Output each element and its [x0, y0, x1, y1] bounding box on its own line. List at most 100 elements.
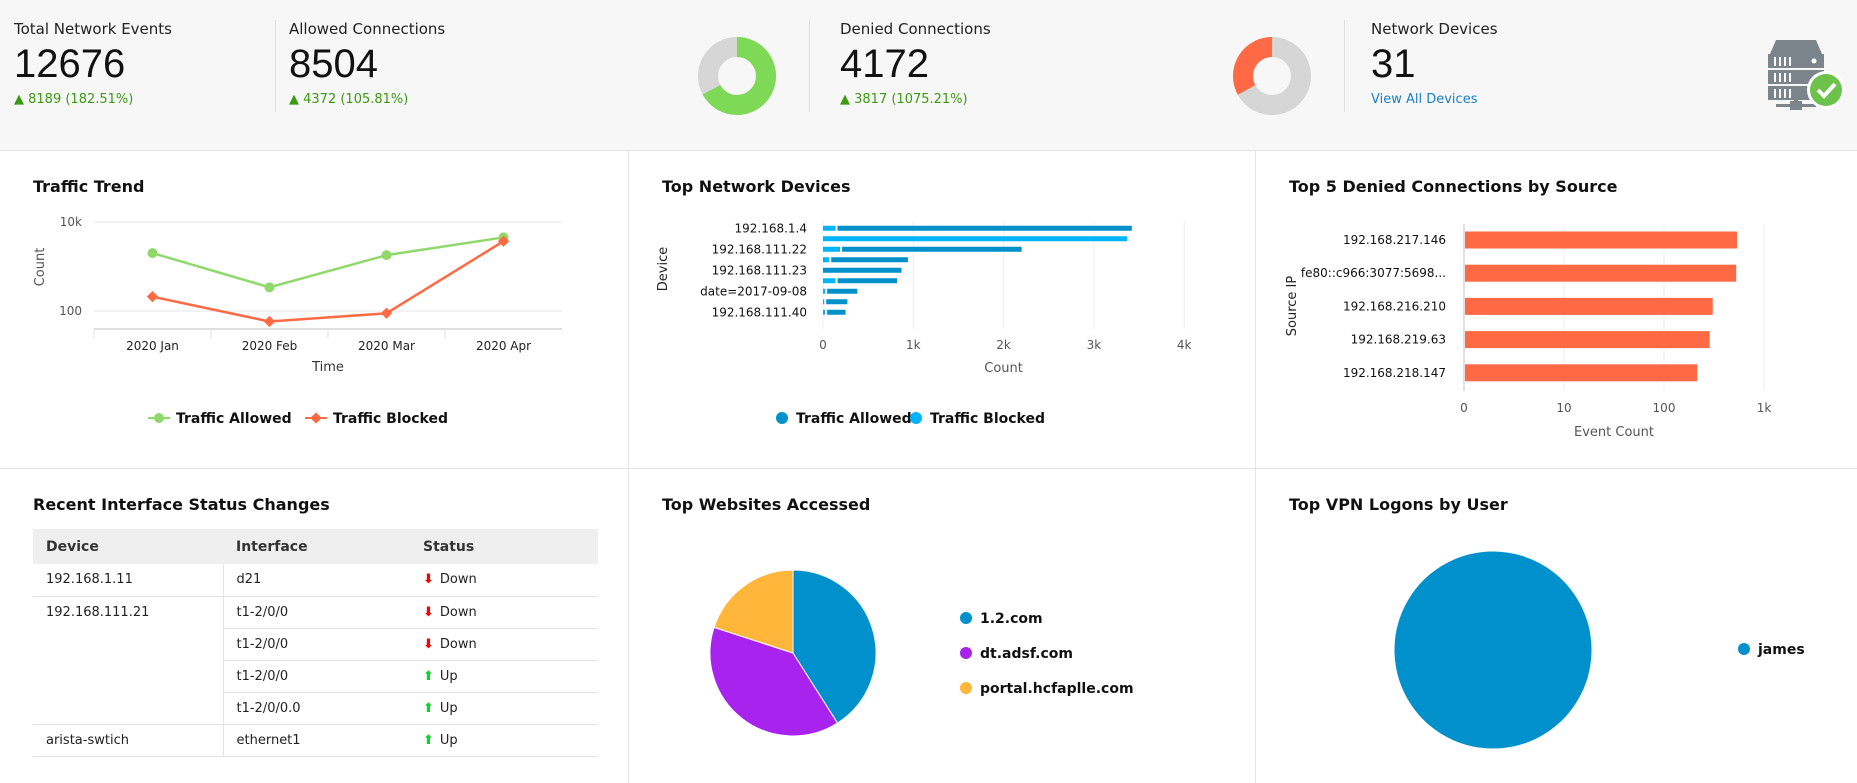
pie-slice [1393, 550, 1593, 750]
top-denied-chart: 0 10 100 1k Event Count Source IP 192.168.217.… [1285, 224, 1772, 440]
column-header-device: Device [33, 529, 223, 564]
card-value: 8504 [289, 42, 378, 86]
data-point [147, 248, 158, 259]
panel-title: Top Network Devices [662, 177, 851, 196]
y-tick-label: 100 [59, 304, 82, 318]
status-cell: ⬆ Up [410, 692, 598, 725]
interface-cell: t1-2/0/0.0 [222, 692, 410, 725]
top-websites-chart: 1.2.com dt.adsf.com portal.hcfaplle.com [709, 569, 1134, 737]
card-title: Denied Connections [840, 20, 991, 38]
x-tick-label: 2020 Feb [242, 339, 298, 353]
x-axis-title: Time [311, 360, 344, 375]
bar-allowed [831, 257, 908, 263]
bar-blocked [823, 309, 826, 315]
view-all-devices-link[interactable]: View All Devices [1371, 92, 1478, 107]
legend-marker-icon [960, 647, 972, 659]
x-tick-label: 100 [1653, 401, 1676, 415]
bar [1465, 264, 1737, 282]
bar [1465, 364, 1698, 382]
x-tick-label: 0 [819, 338, 827, 352]
column-header-status: Status [410, 529, 598, 564]
bar-blocked [823, 278, 836, 284]
y-tick-label: 10k [60, 215, 82, 229]
arrow-up-icon: ⬆ [423, 668, 434, 684]
top-denied-panel: 0 10 100 1k Event Count Source IP 192.168.217.… [1256, 151, 1857, 469]
legend-label: Traffic Blocked [930, 411, 1045, 427]
card-value: 31 [1371, 42, 1416, 86]
pie-slice [713, 569, 794, 654]
bar-blocked [823, 246, 841, 252]
interface-cell: t1-2/0/0 [222, 596, 410, 629]
legend-label: Traffic Allowed [176, 411, 292, 427]
traffic-trend-panel: 100 10k 2020 Jan 2020 Feb 2020 Mar 2020 Apr Ti… [0, 151, 629, 469]
top-network-devices-chart: 0 1k 2k 3k 4k Count Device 192.168.1.4 192.168.1… [656, 221, 1192, 427]
y-tick-label: 192.168.219.63 [1351, 333, 1446, 347]
arrow-up-icon: ⬆ [423, 732, 434, 748]
table-row: arista-swtich ethernet1 ⬆ Up [33, 724, 598, 757]
bar-allowed [837, 278, 898, 284]
data-point [146, 291, 159, 303]
card-title: Total Network Events [14, 20, 172, 38]
allowed-donut-chart [698, 37, 776, 115]
legend-label: 1.2.com [980, 611, 1043, 627]
device-cell: arista-swtich [33, 724, 223, 757]
status-text: Up [439, 668, 458, 684]
y-axis-title: Count [33, 248, 48, 287]
card-delta: ▲ 3817 (1075.21%) [840, 92, 968, 107]
divider [809, 20, 810, 112]
x-tick-label: 2k [996, 338, 1011, 352]
device-cell [33, 692, 223, 725]
top-websites-panel: 1.2.com dt.adsf.com portal.hcfaplle.com To… [629, 469, 1256, 783]
table-row: t1-2/0/0.0 ⬆ Up [33, 692, 598, 725]
y-tick-label: fe80::c966:3077:5698... [1301, 266, 1446, 280]
bar-allowed [827, 309, 846, 315]
interface-status-table: Device Interface Status 192.168.1.11 d21… [33, 529, 598, 757]
legend-marker-icon [960, 612, 972, 624]
table-row: t1-2/0/0 ⬆ Up [33, 660, 598, 693]
top-vpn-panel: james Top VPN Logons by User [1256, 469, 1857, 783]
bar-allowed [823, 267, 902, 273]
y-tick-label: 192.168.111.22 [712, 242, 807, 256]
card-title: Allowed Connections [289, 20, 446, 38]
status-text: Up [439, 700, 458, 716]
y-axis-title: Source IP [1285, 276, 1300, 337]
denied-donut-chart [1233, 37, 1312, 115]
table-row: 192.168.1.11 d21 ⬇ Down [33, 564, 598, 597]
status-text: Down [439, 572, 477, 588]
y-tick-label: 192.168.217.146 [1343, 233, 1446, 247]
y-tick-label: 192.168.1.4 [734, 221, 807, 235]
interface-cell: d21 [222, 564, 410, 597]
data-point [264, 282, 275, 293]
card-value: 12676 [14, 42, 126, 86]
x-tick-label: 1k [1757, 401, 1772, 415]
device-cell: 192.168.1.11 [33, 564, 223, 597]
y-tick-label: 192.168.218.147 [1343, 366, 1446, 380]
legend-marker-icon [960, 682, 972, 694]
interface-cell: t1-2/0/0 [222, 628, 410, 661]
device-cell [33, 628, 223, 660]
arrow-down-icon: ⬇ [423, 572, 434, 588]
interface-cell: ethernet1 [222, 724, 410, 757]
card-value: 4172 [840, 42, 929, 86]
legend-marker-icon [310, 412, 322, 424]
legend-marker-icon [154, 413, 164, 423]
interface-changes-panel: Recent Interface Status Changes Device I… [0, 469, 629, 783]
arrow-down-icon: ⬇ [423, 604, 434, 620]
server-check-icon [1768, 40, 1845, 110]
x-tick-label: 2020 Jan [126, 339, 179, 353]
bar-blocked [823, 257, 830, 263]
x-tick-label: 0 [1460, 401, 1468, 415]
up-triangle-icon: ▲ [840, 92, 855, 107]
x-tick-label: 4k [1177, 338, 1192, 352]
y-tick-label: date=2017-09-08 [700, 284, 807, 298]
interface-cell: t1-2/0/0 [222, 660, 410, 693]
series-line-allowed [152, 236, 504, 289]
data-point [381, 250, 392, 261]
arrow-up-icon: ⬆ [423, 700, 434, 716]
bar [1465, 331, 1710, 349]
legend-marker-icon [1738, 643, 1750, 655]
y-tick-label: 192.168.111.40 [712, 305, 807, 319]
bar-blocked [823, 299, 825, 305]
status-cell: ⬆ Up [410, 660, 598, 693]
top-network-devices-panel: 0 1k 2k 3k 4k Count Device 192.168.1.4 192.168.1… [629, 151, 1256, 469]
